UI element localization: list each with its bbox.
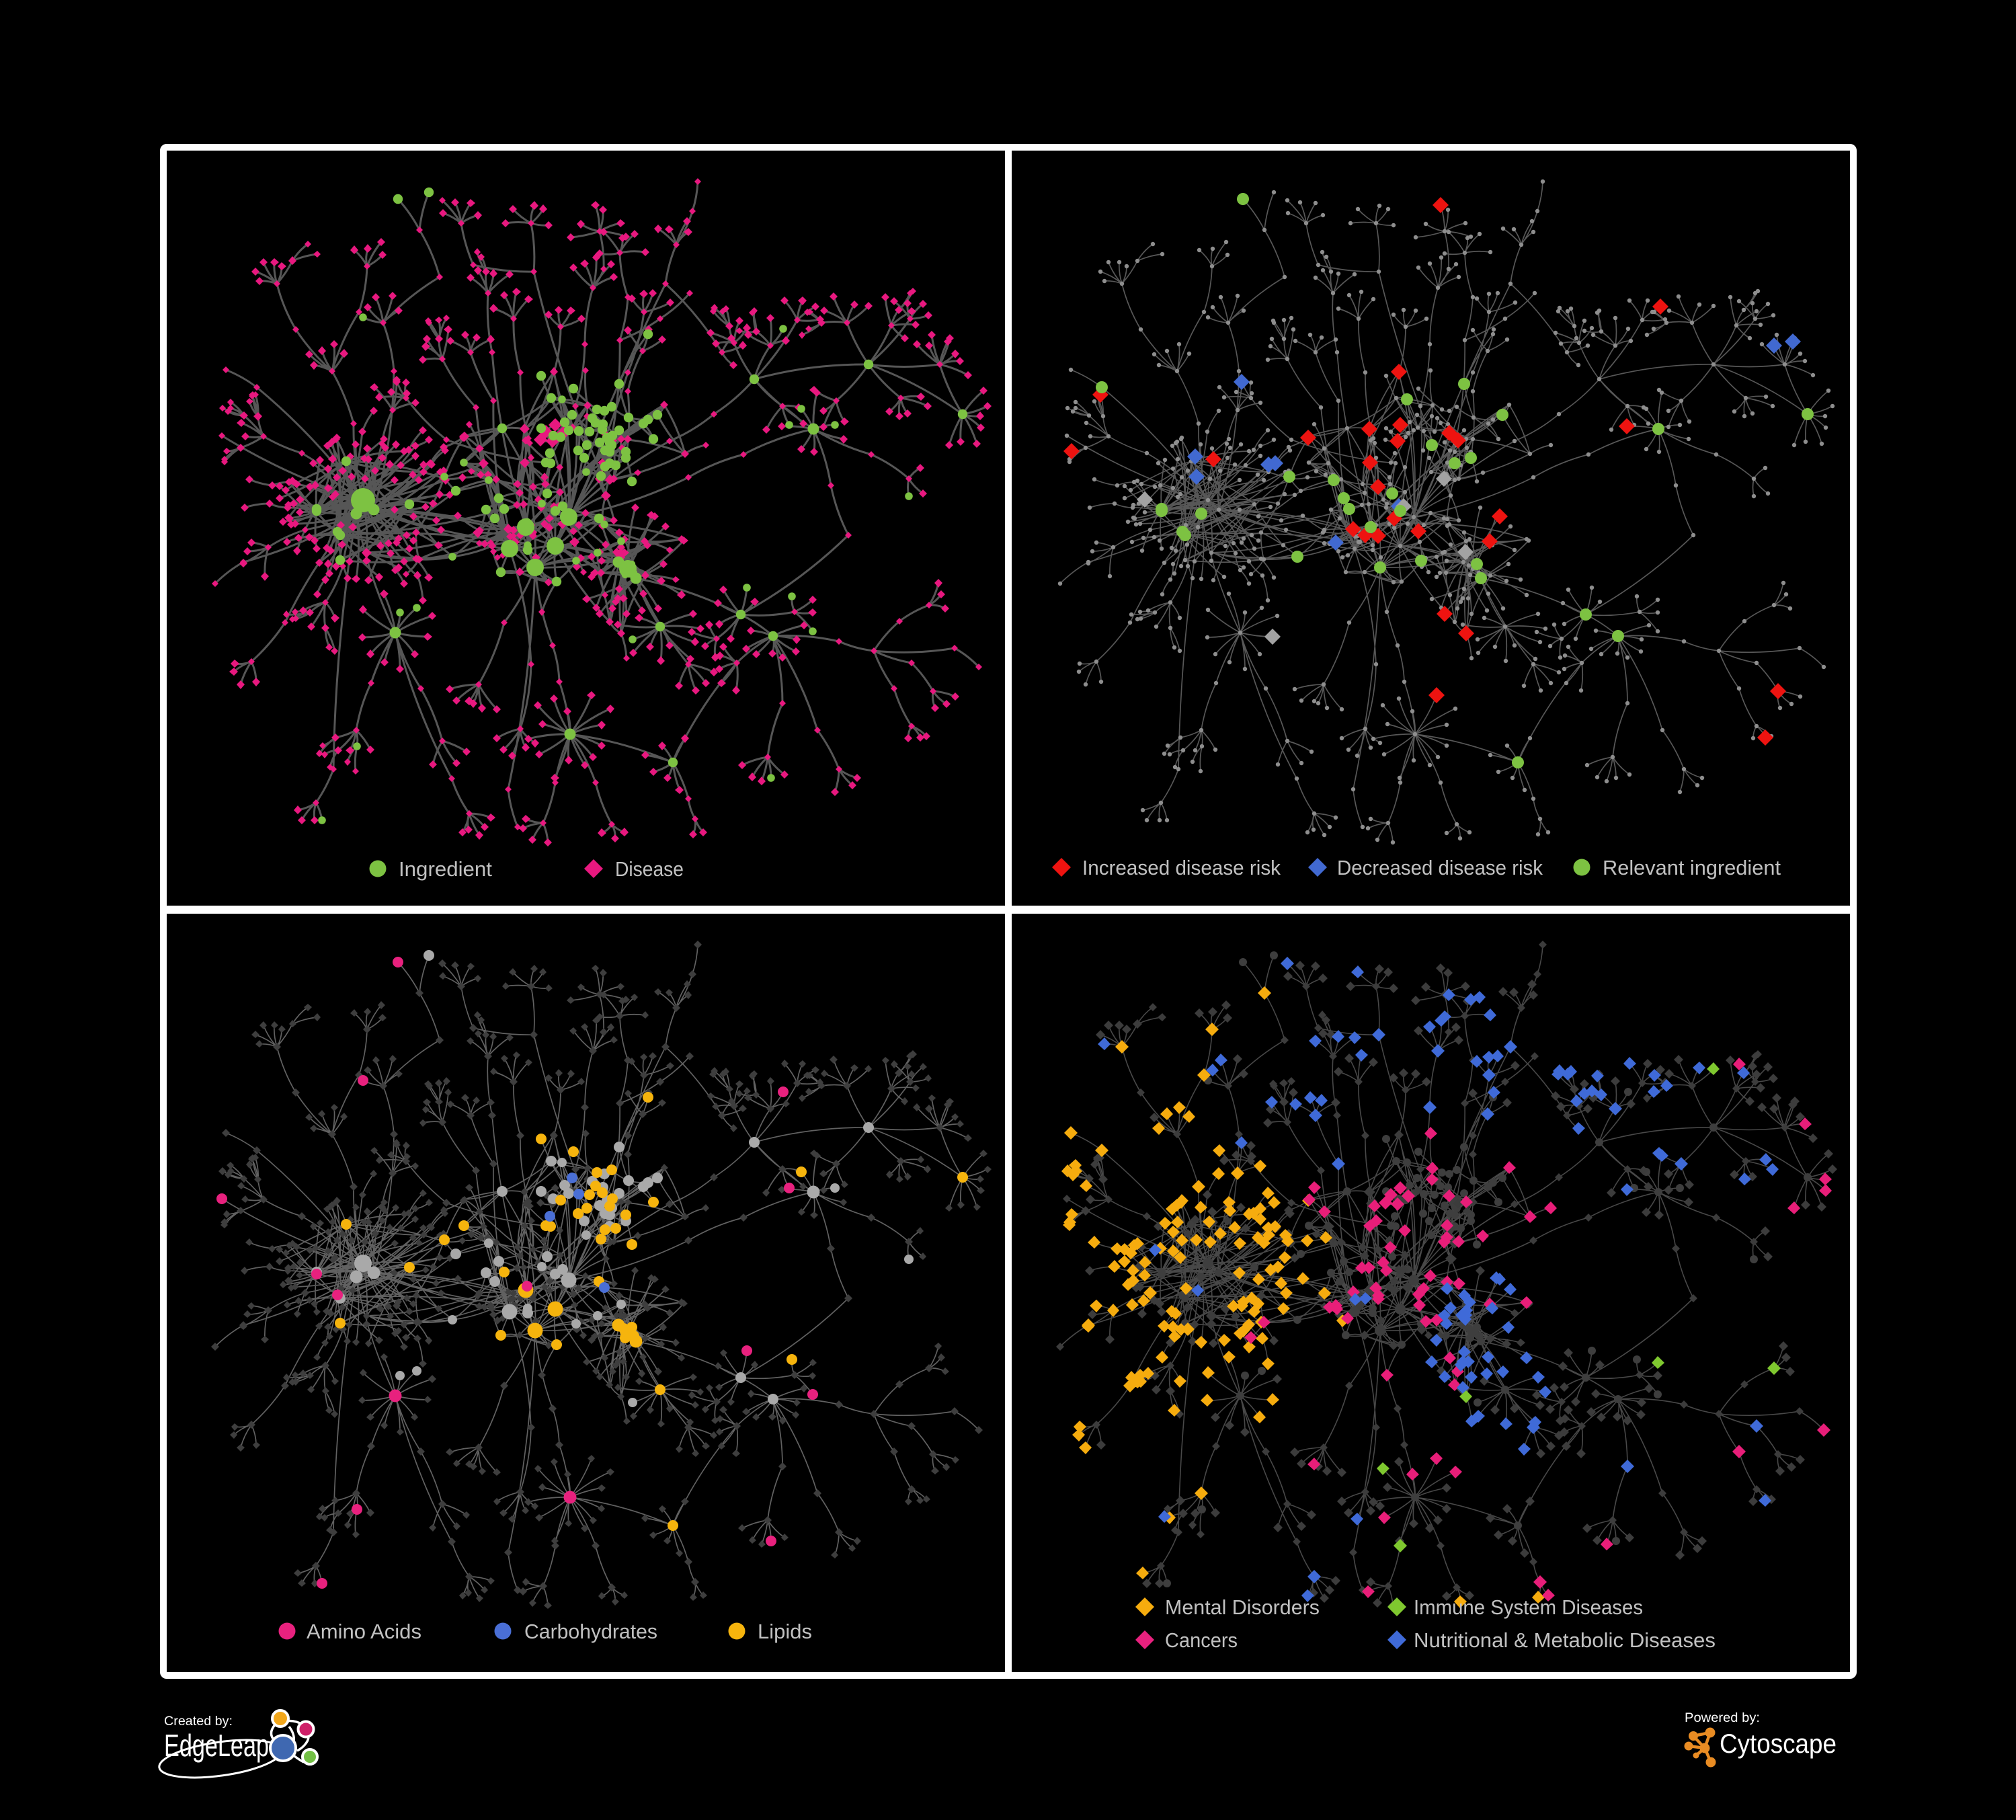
svg-text:Immune System Diseases: Immune System Diseases (1414, 1595, 1643, 1619)
svg-text:Carbohydrates: Carbohydrates (524, 1620, 657, 1643)
svg-text:Nutritional & Metabolic Diseas: Nutritional & Metabolic Diseases (1414, 1628, 1716, 1652)
svg-text:Ingredient: Ingredient (399, 857, 492, 881)
svg-text:Disease: Disease (615, 857, 684, 881)
svg-text:Relevant ingredient: Relevant ingredient (1603, 856, 1781, 879)
svg-text:Amino Acids: Amino Acids (307, 1620, 421, 1643)
svg-text:Lipids: Lipids (758, 1620, 812, 1643)
svg-text:Cancers: Cancers (1165, 1628, 1238, 1652)
svg-text:Cytoscape: Cytoscape (1720, 1729, 1837, 1759)
svg-text:Created by:: Created by: (164, 1714, 233, 1729)
svg-text:Increased disease risk: Increased disease risk (1082, 856, 1281, 879)
svg-text:Decreased disease risk: Decreased disease risk (1337, 856, 1543, 879)
svg-text:EdgeLeap: EdgeLeap (164, 1728, 269, 1763)
svg-text:Mental Disorders: Mental Disorders (1165, 1595, 1320, 1619)
svg-text:Powered by:: Powered by: (1685, 1711, 1760, 1725)
